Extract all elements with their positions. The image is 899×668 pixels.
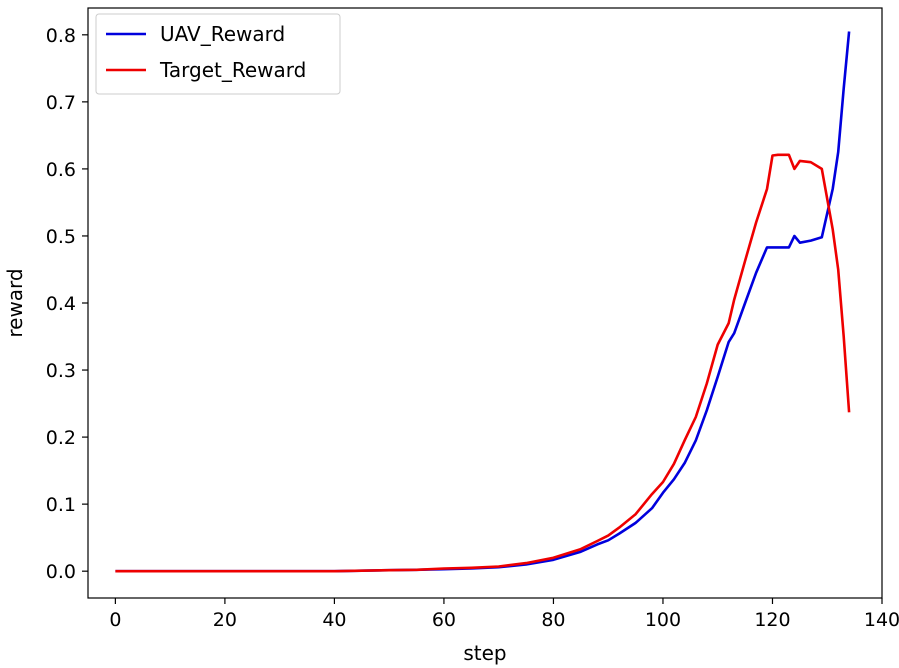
x-tick-label: 20	[213, 609, 237, 631]
legend: UAV_Reward Target_Reward	[95, 13, 341, 95]
legend-box	[95, 13, 341, 95]
y-axis: 0.0 0.1 0.2 0.3 0.4 0.5 0.6 0.7 0.8	[46, 25, 88, 583]
x-axis-label: step	[463, 641, 506, 665]
plot-area	[115, 31, 851, 573]
x-tick-label: 0	[109, 609, 121, 631]
x-axis: 0 20 40 60 80 100 120 140	[109, 598, 899, 631]
x-tick-label: 140	[864, 609, 899, 631]
y-tick-label: 0.3	[46, 360, 76, 382]
y-tick-label: 0.8	[46, 25, 76, 47]
y-tick-label: 0.5	[46, 226, 76, 248]
y-tick-label: 0.2	[46, 427, 76, 449]
y-tick-label: 0.0	[46, 561, 76, 583]
series-line-target-reward	[115, 153, 851, 573]
legend-label-target-reward: Target_Reward	[159, 58, 306, 82]
y-tick-label: 0.1	[46, 494, 76, 516]
y-tick-label: 0.7	[46, 92, 76, 114]
x-tick-label: 60	[432, 609, 456, 631]
x-tick-label: 40	[322, 609, 346, 631]
y-tick-label: 0.4	[46, 293, 76, 315]
y-axis-label: reward	[3, 268, 27, 337]
plot-frame	[87, 7, 883, 599]
x-tick-label: 80	[541, 609, 565, 631]
y-tick-label: 0.6	[46, 159, 76, 181]
legend-label-uav-reward: UAV_Reward	[160, 22, 285, 46]
x-tick-label: 120	[754, 609, 790, 631]
x-tick-label: 100	[645, 609, 681, 631]
